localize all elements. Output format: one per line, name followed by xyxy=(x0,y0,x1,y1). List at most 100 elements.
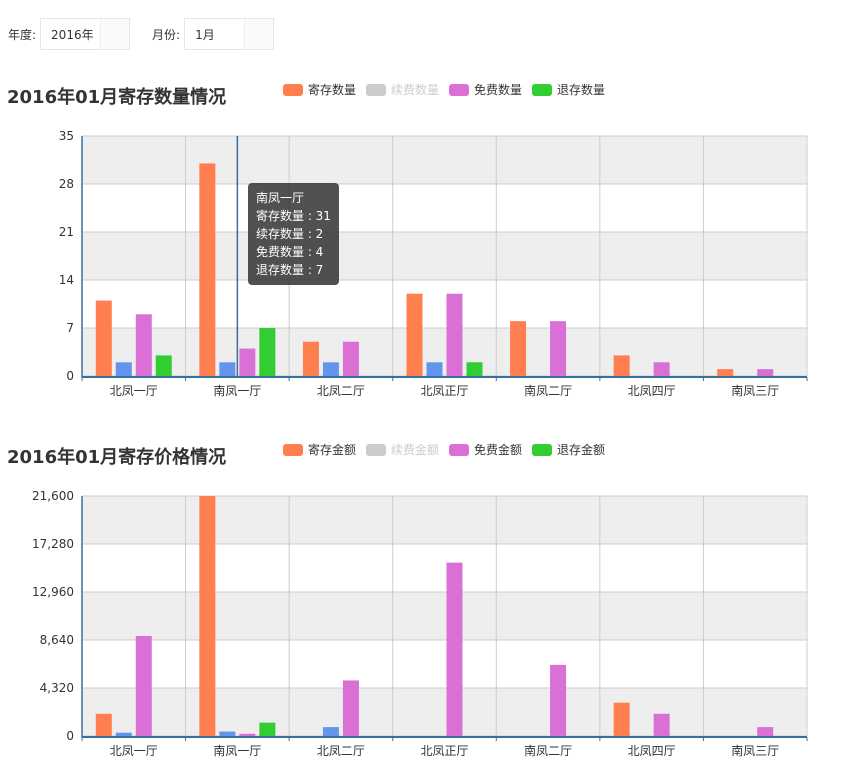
x-tick-label: 北凤二厅 xyxy=(317,744,365,758)
grid-band xyxy=(82,592,807,640)
y-tick-label: 21 xyxy=(59,225,74,239)
legend-label: 免费金额 xyxy=(474,443,523,457)
bar-免费金额 xyxy=(135,636,152,736)
bar-退存数量 xyxy=(466,362,483,376)
chart-legend: 寄存数量 续费数量 免费数量 退存数量 xyxy=(283,81,615,98)
y-tick-label: 0 xyxy=(66,729,74,743)
legend-swatch xyxy=(366,443,387,456)
price-chart-plot: 0 4,320 8,640 12,960 17,280 21,600 北凤一厅 南凤一厅 北凤二… xyxy=(32,489,808,758)
legend-label: 寄存数量 xyxy=(308,83,357,97)
bar-寄存金额 xyxy=(613,702,630,736)
legend-item-退存金额[interactable]: 退存金额 xyxy=(532,441,605,458)
year-select-dropdown-icon[interactable] xyxy=(100,19,130,49)
y-tick-label: 4,320 xyxy=(40,681,74,695)
x-tick-label: 北凤正厅 xyxy=(420,384,468,398)
chart-legend: 寄存金额 续费金额 免费金额 退存金额 xyxy=(283,441,615,458)
tooltip-title: 南凤一厅 xyxy=(256,191,305,205)
bar-免费数量 xyxy=(446,293,463,376)
y-tick-label: 17,280 xyxy=(32,537,74,551)
month-label: 月份: xyxy=(152,27,181,42)
month-select-dropdown-icon[interactable] xyxy=(244,19,274,49)
grid-band xyxy=(82,280,807,328)
y-tick-label: 8,640 xyxy=(40,633,74,647)
x-tick-label: 北凤四厅 xyxy=(628,744,676,758)
legend-item-续费数量[interactable]: 续费数量 xyxy=(366,81,439,98)
bar-免费数量 xyxy=(550,321,567,376)
legend-label: 寄存金额 xyxy=(308,443,357,457)
quantity-chart: 2016年01月寄存数量情况 寄存数量 续费数量 免费数量 退存数量 0 7 14 2… xyxy=(0,75,847,405)
y-tick-label: 28 xyxy=(59,177,74,191)
tooltip-line: 寄存数量 : 31 xyxy=(256,209,331,223)
bar-续费数量 xyxy=(426,362,443,376)
year-label: 年度: xyxy=(8,27,37,42)
bar-免费数量 xyxy=(239,348,256,376)
bar-退存数量 xyxy=(259,328,276,376)
bar-免费金额 xyxy=(653,713,670,736)
month-select-value: 1月 xyxy=(195,27,215,42)
legend-item-寄存数量[interactable]: 寄存数量 xyxy=(283,81,356,98)
chart-title: 2016年01月寄存价格情况 xyxy=(7,447,227,468)
bar-免费数量 xyxy=(653,362,670,376)
legend-item-寄存金额[interactable]: 寄存金额 xyxy=(283,441,356,458)
bar-免费金额 xyxy=(757,727,774,736)
x-tick-label: 南凤三厅 xyxy=(731,383,779,398)
legend-swatch xyxy=(532,443,553,456)
legend-label: 免费数量 xyxy=(474,83,523,97)
legend-swatch xyxy=(532,83,553,96)
year-select[interactable]: 2016年 xyxy=(40,18,131,50)
x-tick-label: 南凤一厅 xyxy=(213,383,261,398)
year-select-value: 2016年 xyxy=(51,27,94,42)
bar-续费数量 xyxy=(219,362,236,376)
bar-免费金额 xyxy=(342,680,359,736)
grid-band xyxy=(82,688,807,736)
month-select[interactable]: 1月 xyxy=(184,18,275,50)
price-chart: 2016年01月寄存价格情况 寄存金额 续费金额 免费金额 退存金额 0 4,32… xyxy=(0,435,847,783)
x-tick-label: 南凤二厅 xyxy=(524,743,572,758)
grid-band xyxy=(82,136,807,184)
grid-band xyxy=(82,232,807,280)
chart-title: 2016年01月寄存数量情况 xyxy=(7,87,227,108)
tooltip-line: 续存数量 : 2 xyxy=(256,227,324,241)
bar-续费数量 xyxy=(322,362,339,376)
bar-续费数量 xyxy=(115,362,132,376)
y-tick-label: 14 xyxy=(59,273,74,287)
grid-band xyxy=(82,640,807,688)
tooltip-line: 免费数量 : 4 xyxy=(256,245,324,259)
legend-item-续费金额[interactable]: 续费金额 xyxy=(366,441,439,458)
bar-免费数量 xyxy=(757,369,774,376)
x-tick-label: 北凤二厅 xyxy=(317,384,365,398)
chart-tooltip: 南凤一厅 寄存数量 : 31 续存数量 : 2 免费数量 : 4 退存数量 : … xyxy=(248,183,339,285)
bar-免费金额 xyxy=(239,733,256,736)
legend-item-免费数量[interactable]: 免费数量 xyxy=(449,81,522,98)
y-tick-label: 7 xyxy=(66,321,74,335)
y-tick-label: 0 xyxy=(66,369,74,383)
legend-swatch xyxy=(449,443,470,456)
bar-退存金额 xyxy=(259,722,276,736)
bar-免费数量 xyxy=(135,314,152,376)
legend-label: 续费金额 xyxy=(391,443,440,457)
x-tick-label: 北凤四厅 xyxy=(628,384,676,398)
legend-swatch xyxy=(283,443,303,456)
x-tick-label: 南凤二厅 xyxy=(524,383,572,398)
y-tick-label: 12,960 xyxy=(32,585,74,599)
x-tick-label: 南凤三厅 xyxy=(731,743,779,758)
legend-label: 退存金额 xyxy=(557,443,606,457)
y-tick-label: 21,600 xyxy=(32,489,74,503)
legend-item-退存数量[interactable]: 退存数量 xyxy=(532,81,605,98)
bar-寄存数量 xyxy=(302,341,319,376)
grid-band xyxy=(82,544,807,592)
bar-退存数量 xyxy=(155,355,172,376)
x-tick-label: 北凤正厅 xyxy=(420,744,468,758)
x-tick-label: 北凤一厅 xyxy=(110,384,158,398)
legend-swatch xyxy=(283,83,303,96)
x-tick-label: 南凤一厅 xyxy=(213,743,261,758)
y-tick-label: 35 xyxy=(59,129,74,143)
bar-寄存数量 xyxy=(199,163,216,376)
legend-swatch xyxy=(366,83,387,96)
bar-续费金额 xyxy=(115,732,132,736)
bar-续费金额 xyxy=(219,731,236,736)
filter-bar: 年度: 2016年 月份: 1月 xyxy=(8,18,275,50)
x-tick-label: 北凤一厅 xyxy=(110,744,158,758)
legend-item-免费金额[interactable]: 免费金额 xyxy=(449,441,522,458)
